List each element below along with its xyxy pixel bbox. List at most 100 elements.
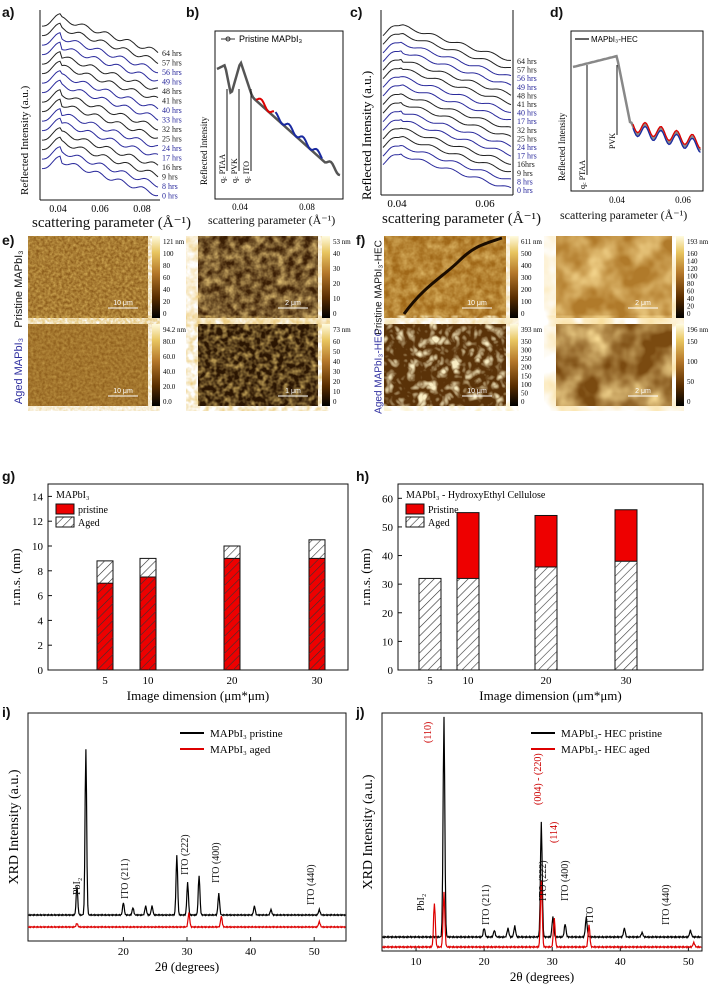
time-label: 8 hrs [517,177,533,186]
y-tick-label: 40 [382,551,394,563]
time-label: 8 hrs [162,182,178,191]
time-label: 9 hrs [517,169,533,178]
scale-tick: 0 [687,310,691,318]
scale-tick: 160 [687,250,698,258]
time-label: 56 hrs [162,68,182,77]
panel-f-afm: 10 μm 2 μm 10 μm 2 μm 611 nm500400300200… [384,236,709,406]
c-ylabel: Reflected Intensity (a.u.) [359,71,374,200]
peak-annotation: PbI₂ [416,894,427,911]
bar-hatch [97,583,113,670]
legend-swatch [405,516,425,528]
panel-a-reflectivity: 0.04 0.06 0.08 Reflected Intensity (a.u.… [19,10,182,215]
panel-e-afm: 10 μm 2 μm 10 μm 1 μm 121 nm100806040200… [28,236,351,406]
legend-label: Pristine [428,505,459,516]
scale-tick: 20 [687,303,695,311]
e-row2-label: Aged MAPbI₃ [13,337,25,405]
scale-tick: 300 [521,347,532,355]
b-xtick-1: 0.04 [232,202,248,212]
b-marker-pvk: q꜀ PVK [230,158,239,183]
reflectivity-curve [41,22,159,65]
peak-annotation: ITO (440) [661,884,672,925]
scale-max: 121 nm [163,238,185,246]
reflectivity-curve [382,144,512,180]
x-tick-label: 30 [182,946,194,958]
f-bar-1: 10 μm [467,300,487,307]
e-bar-2: 2 μm [285,300,301,307]
x-tick-label: 50 [309,946,321,958]
peak-annotation: (004) - (220) [533,753,544,805]
e-bar-3: 10 μm [113,388,133,395]
panel-label-c: c) [350,4,363,20]
y-tick-label: 8 [38,566,44,578]
a-xtick-1: 0.04 [49,204,67,215]
time-label: 41 hrs [517,100,537,109]
reflectivity-curve [41,155,159,197]
chart-h-rms: 0 10 20 30 40 50 60 5 10 20 30 MAPbI₃ - HydroxyEthy… [358,483,704,703]
y-tick-label: 2 [38,640,44,652]
chart-title: MAPbI₃ [56,490,90,501]
legend-label: MAPbI₃- HEC aged [561,744,650,756]
scale-tick: 0 [521,398,525,406]
panel-label-f: f) [356,232,366,248]
time-label: 49 hrs [517,83,537,92]
reflectivity-curve [41,98,159,139]
y-tick-label: 60 [382,493,394,505]
b-marker-ptaa: q꜀ PTAA [218,154,227,183]
panel-label-i: i) [2,704,11,720]
d-marker-pvk: PVK [608,133,617,149]
peak-annotation: ITO (400) [560,860,571,901]
scale-tick: 500 [521,250,532,258]
reflectivity-curve [41,146,159,188]
e-bar-1: 10 μm [113,300,133,307]
x-axis-label: Image dimension (μm*μm) [127,688,269,703]
f-row2-label: Aged MAPbI₃-HEC [373,329,385,414]
scale-tick: 20.0 [163,383,176,391]
time-label: 57 hrs [162,59,182,68]
scale-tick: 40 [333,250,341,258]
c-xlabel: scattering parameter (Å⁻¹) [382,211,542,227]
reflectivity-curve [41,108,159,148]
scale-tick: 30 [333,368,341,376]
peak-annotation: ITO (211) [120,859,131,899]
panel-c-reflectivity: 0.04 0.06 Reflected Intensity (a.u.) 64 … [359,10,537,210]
scale-tick: 0 [521,310,525,318]
time-label: 57 hrs [517,66,537,75]
time-label: 25 hrs [517,134,537,143]
scale-tick: 200 [521,286,532,294]
y-tick-label: 6 [38,591,44,603]
c-xtick-2: 0.06 [475,198,495,210]
scale-tick: 100 [521,298,532,306]
time-label: 40 hrs [162,106,182,115]
b-xlabel: scattering parameter (Å⁻¹) [208,213,336,227]
time-label: 64 hrs [162,49,182,58]
plot-frame [47,483,349,671]
xrd-trace [27,749,346,917]
scale-tick: 60 [163,274,171,282]
reflectivity-curve [41,51,159,90]
d-xtick-1: 0.04 [609,195,625,205]
time-label: 32 hrs [517,126,537,135]
time-label: 56 hrs [517,74,537,83]
x-tick-label: 20 [227,675,239,687]
a-xlabel: scattering parameter (Å⁻¹) [32,215,192,231]
reflectivity-curve [382,24,511,61]
bar-hatch [457,578,479,670]
f-bar-4: 2 μm [635,388,651,395]
scale-max: 94.2 nm [163,326,187,334]
a-ylabel: Reflected Intensity (a.u.) [19,85,31,195]
x-tick-label: 10 [463,675,475,687]
d-marker-ptaa: q꜀ PTAA [578,160,587,189]
y-tick-label: 20 [382,608,394,620]
chart-i-xrd: 20 30 40 50 MAPbI₃ pristine MAPbI₃ aged PbI₂ IT… [7,712,347,974]
peak-annotation: (114) [549,822,560,843]
reflectivity-curve [382,41,512,77]
reflectivity-curve [382,67,512,106]
y-axis-label: r.m.s. (nm) [358,548,373,605]
x-tick-label: 10 [411,956,423,968]
y-tick-label: 0 [38,665,44,677]
d-legend: MAPbI₃-HEC [591,35,638,44]
peak-annotation: (110) [423,722,434,743]
time-label: 49 hrs [162,78,182,87]
scale-tick: 150 [687,338,698,346]
scale-tick: 300 [521,274,532,282]
